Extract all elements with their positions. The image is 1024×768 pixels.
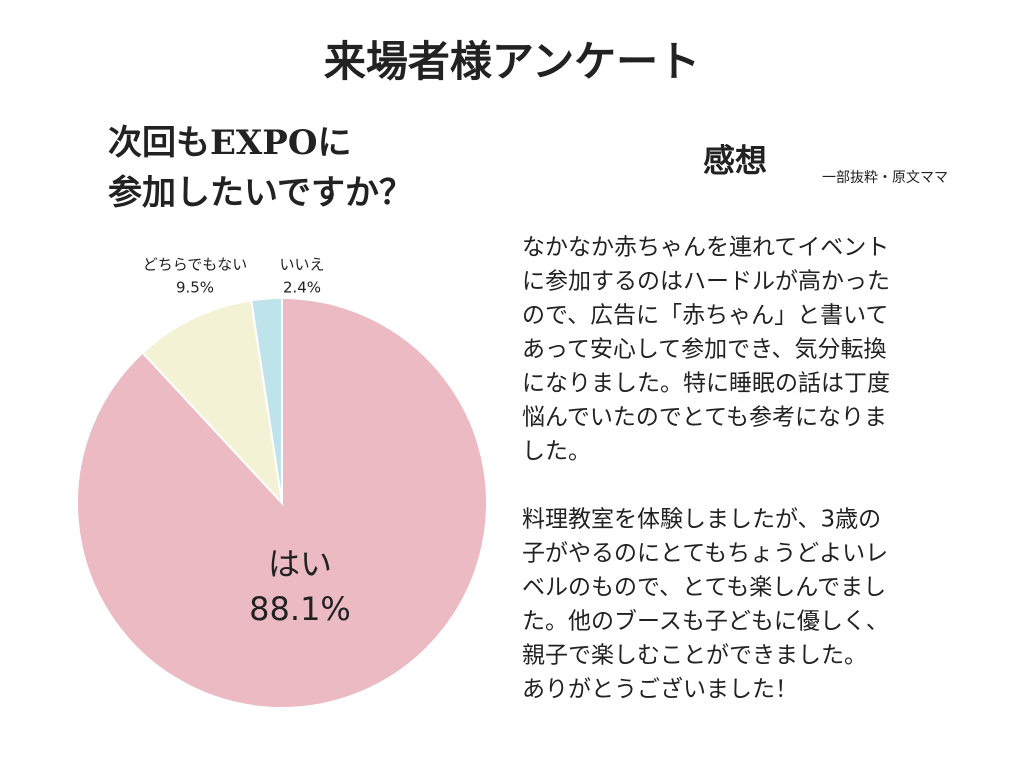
- comments-title: 感想: [703, 142, 767, 180]
- comment-line: 子がやるのにとてもちょうどよいレ: [522, 541, 888, 567]
- comment-line: した。: [522, 439, 591, 465]
- slice-label: どちらでもない: [143, 256, 248, 274]
- question-line: 次回もEXPOに: [108, 123, 351, 163]
- comment-line: あって安心して参加でき、気分転換: [522, 337, 887, 363]
- comments-body: なかなか赤ちゃんを連れてイベントに参加するのはハードルが高かったので、広告に「赤…: [522, 235, 890, 703]
- comment-line: 親子で楽しむことができました。: [522, 643, 867, 669]
- slide-title: 来場者様アンケート: [324, 37, 700, 86]
- slice-value-label: 9.5%: [176, 279, 214, 297]
- comment-line: なかなか赤ちゃんを連れてイベント: [522, 235, 889, 261]
- comment-line: ので、広告に「赤ちゃん」と書いて: [522, 303, 888, 329]
- comment-line: ベルのもので、とても楽しんでまし: [522, 575, 886, 601]
- slice-label: はい: [268, 545, 332, 583]
- comment-line: 悩んでいたのでとても参考になりま: [522, 405, 887, 431]
- comment-line: に参加するのはハードルが高かった: [522, 269, 890, 295]
- question-line: 参加したいですか？: [108, 173, 413, 213]
- pie-slice: [250, 296, 283, 504]
- comment-line: になりました。特に睡眠の話は丁度: [522, 371, 890, 397]
- slice-label: いいえ: [279, 256, 324, 274]
- comments-note: 一部抜粋・原文ママ: [822, 170, 948, 186]
- comment-line: ありがとうございました！: [522, 676, 798, 703]
- slice-value-label: 2.4%: [283, 279, 321, 297]
- pie-slice: [141, 299, 284, 507]
- comment-line: 料理教室を体験しましたが、3歳の: [522, 507, 881, 533]
- pie: はい 88.1% どちらでもない 9.5% いいえ 2.4%: [76, 256, 488, 709]
- comment-line: た。他のブースも子どもに優しく、: [522, 609, 889, 635]
- slice-value-label: 88.1%: [249, 590, 351, 628]
